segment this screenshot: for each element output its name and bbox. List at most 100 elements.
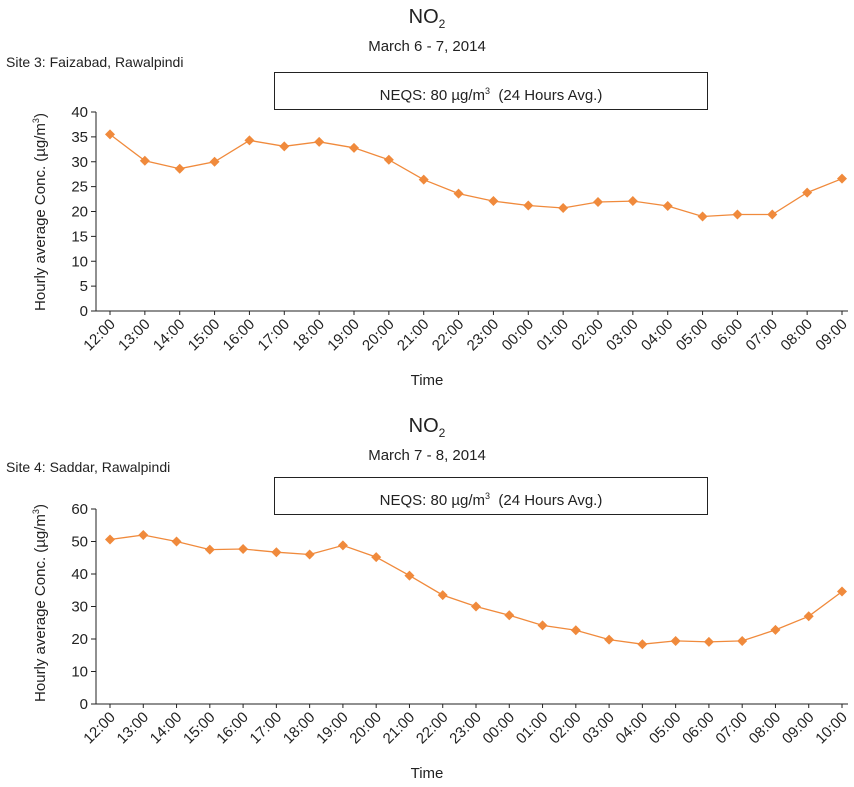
data-point: [732, 209, 743, 220]
x-tick-label: 17:00: [255, 316, 294, 355]
x-axis-label: Time: [410, 765, 444, 782]
x-tick-label: 15:00: [185, 316, 224, 355]
x-tick-label: 02:00: [546, 709, 585, 748]
x-tick-label: 08:00: [777, 316, 816, 355]
y-tick-label: 30: [71, 599, 88, 616]
x-tick-label: 05:00: [673, 316, 712, 355]
data-point: [383, 154, 394, 165]
x-tick-label: 22:00: [429, 316, 468, 355]
x-tick-label: 04:00: [638, 316, 677, 355]
data-point: [767, 209, 778, 220]
neqs-annotation: NEQS: 80 µg/m3 (24 Hours Avg.): [274, 72, 708, 110]
x-tick-label: 21:00: [394, 316, 433, 355]
data-point: [105, 129, 115, 140]
x-tick-label: 02:00: [568, 316, 607, 355]
series-line: [109, 534, 843, 645]
x-tick-label: 18:00: [289, 316, 328, 355]
data-point: [139, 155, 150, 166]
x-tick-label: 06:00: [679, 709, 718, 748]
data-point: [670, 635, 681, 646]
data-point: [703, 636, 714, 647]
x-tick-label: 13:00: [114, 709, 153, 748]
data-point: [570, 625, 581, 636]
x-tick-label: 14:00: [147, 709, 186, 748]
x-tick-label: 10:00: [812, 709, 851, 748]
x-tick-label: 20:00: [359, 316, 398, 355]
y-tick-label: 25: [71, 179, 88, 196]
x-tick-label: 12:00: [80, 316, 119, 355]
x-tick-label: 07:00: [712, 709, 751, 748]
data-point: [802, 187, 813, 198]
data-point: [453, 188, 464, 199]
x-tick-label: 18:00: [280, 709, 319, 748]
site-label: Site 4: Saddar, Rawalpindi: [6, 459, 171, 475]
data-point: [837, 586, 847, 597]
x-tick-label: 12:00: [80, 709, 119, 748]
series-line: [109, 133, 843, 218]
chart-panel-site-4: NO2 March 7 - 8, 2014 Site 4: Saddar, Ra…: [0, 393, 854, 787]
chart-panel-site-3: NO2 March 6 - 7, 2014 Site 3: Faizabad, …: [0, 0, 854, 393]
data-point: [837, 173, 847, 184]
x-tick-label: 13:00: [115, 316, 154, 355]
chart-title: NO2: [408, 6, 446, 31]
data-point: [604, 634, 615, 645]
y-tick-label: 10: [71, 664, 88, 681]
data-point: [737, 635, 748, 646]
y-tick-label: 10: [71, 253, 88, 270]
data-point: [488, 196, 499, 207]
x-tick-label: 03:00: [579, 709, 618, 748]
y-tick-label: 0: [80, 696, 88, 713]
x-tick-label: 21:00: [380, 709, 419, 748]
data-point: [314, 136, 325, 147]
y-tick-label: 60: [71, 501, 88, 518]
x-tick-label: 03:00: [603, 316, 642, 355]
data-point: [209, 156, 220, 167]
x-tick-label: 16:00: [213, 709, 252, 748]
x-tick-label: 07:00: [743, 316, 782, 355]
data-point: [437, 590, 448, 601]
data-point: [238, 543, 249, 554]
x-tick-label: 05:00: [646, 709, 685, 748]
data-point: [244, 135, 255, 146]
chart-subtitle: March 6 - 7, 2014: [368, 38, 486, 55]
line-chart: 0 5 10 15 20 25 30 35 40 12:0013:0014:0015:0016:0…: [71, 104, 851, 355]
data-point: [371, 552, 382, 563]
y-tick-label: 15: [71, 228, 88, 245]
x-tick-label: 20:00: [346, 709, 385, 748]
y-tick-label: 40: [71, 104, 88, 121]
data-point: [349, 142, 359, 153]
data-point: [504, 610, 515, 621]
data-point: [637, 639, 648, 650]
y-tick-label: 40: [71, 566, 88, 583]
data-point: [138, 530, 149, 540]
x-tick-label: 04:00: [613, 709, 652, 748]
data-point: [174, 163, 185, 174]
y-tick-label: 20: [71, 631, 88, 648]
chart-title: NO2: [408, 415, 446, 440]
y-tick-label: 35: [71, 129, 88, 146]
data-point: [279, 141, 290, 152]
data-point: [171, 536, 182, 547]
y-tick-label: 20: [71, 204, 88, 221]
chart-subtitle: March 7 - 8, 2014: [368, 447, 486, 464]
line-chart: 0 10 20 30 40 50 60 12:0013:0014:0015:0016:0017…: [71, 501, 851, 748]
data-point: [418, 174, 429, 185]
x-axis-label: Time: [410, 372, 444, 389]
data-point: [105, 534, 115, 545]
x-tick-label: 15:00: [180, 709, 219, 748]
data-point: [697, 211, 708, 222]
y-tick-label: 50: [71, 534, 88, 551]
site-label: Site 3: Faizabad, Rawalpindi: [6, 54, 184, 70]
x-tick-label: 01:00: [533, 316, 572, 355]
data-point: [662, 201, 673, 212]
neqs-annotation: NEQS: 80 µg/m3 (24 Hours Avg.): [274, 477, 708, 515]
y-tick-label: 30: [71, 154, 88, 171]
x-tick-label: 19:00: [313, 709, 352, 748]
y-tick-label: 0: [80, 303, 88, 320]
data-point: [627, 196, 638, 207]
data-point: [558, 203, 569, 214]
x-tick-label: 16:00: [220, 316, 259, 355]
x-tick-label: 01:00: [513, 709, 552, 748]
x-tick-label: 23:00: [446, 709, 485, 748]
y-tick-label: 5: [80, 278, 88, 295]
